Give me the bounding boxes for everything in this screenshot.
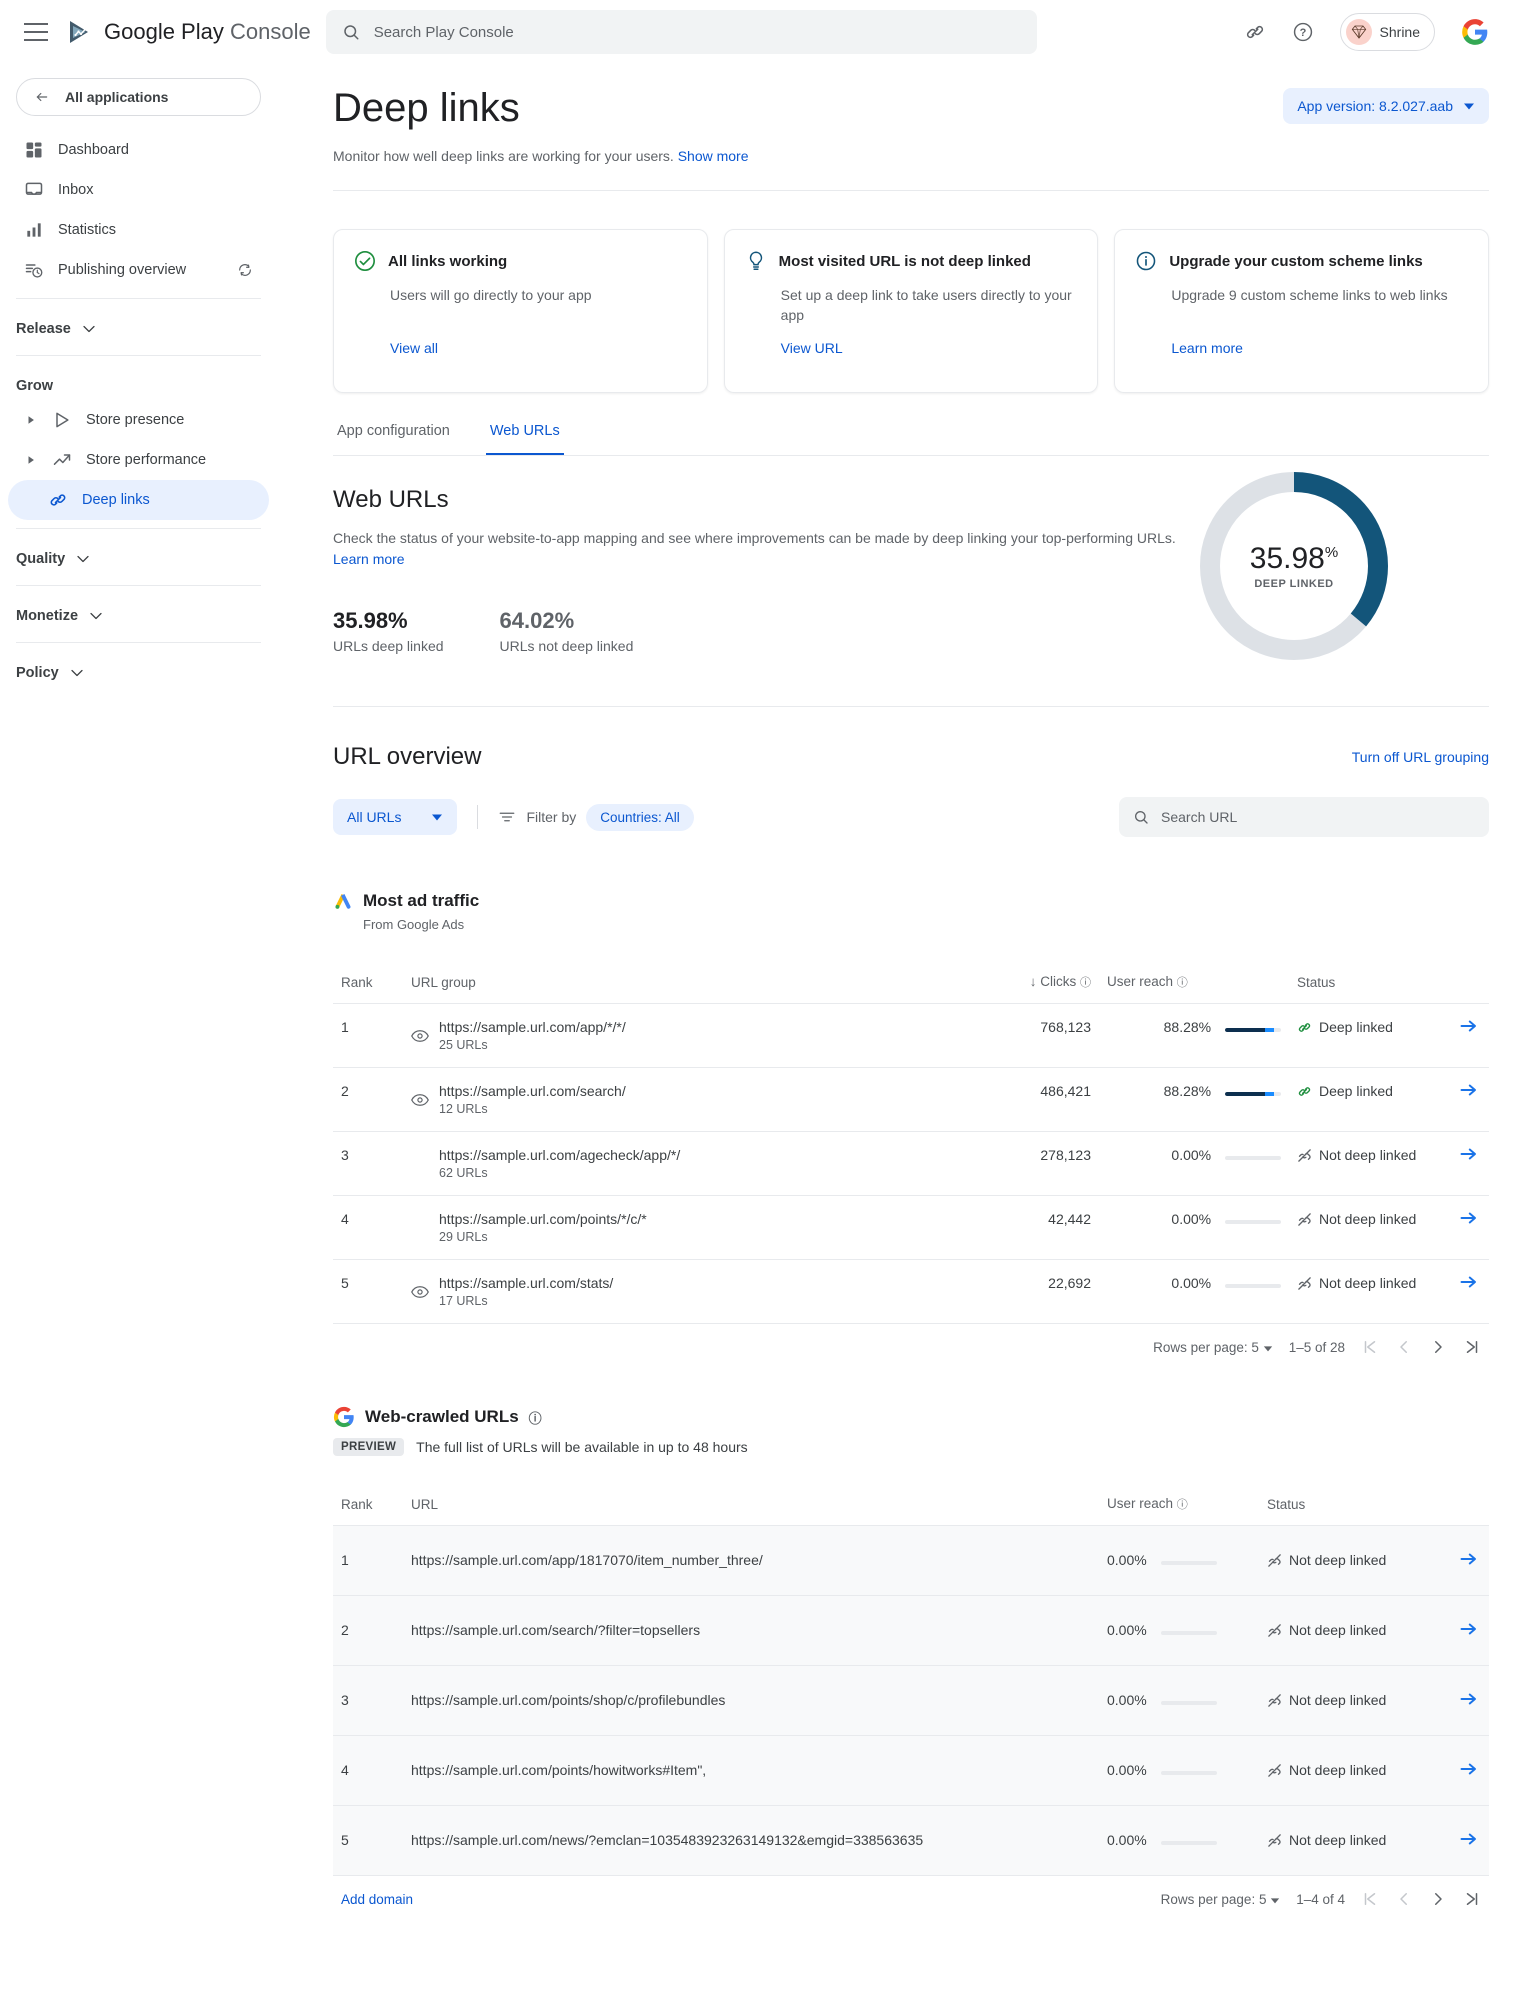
- svg-text:?: ?: [1299, 27, 1306, 39]
